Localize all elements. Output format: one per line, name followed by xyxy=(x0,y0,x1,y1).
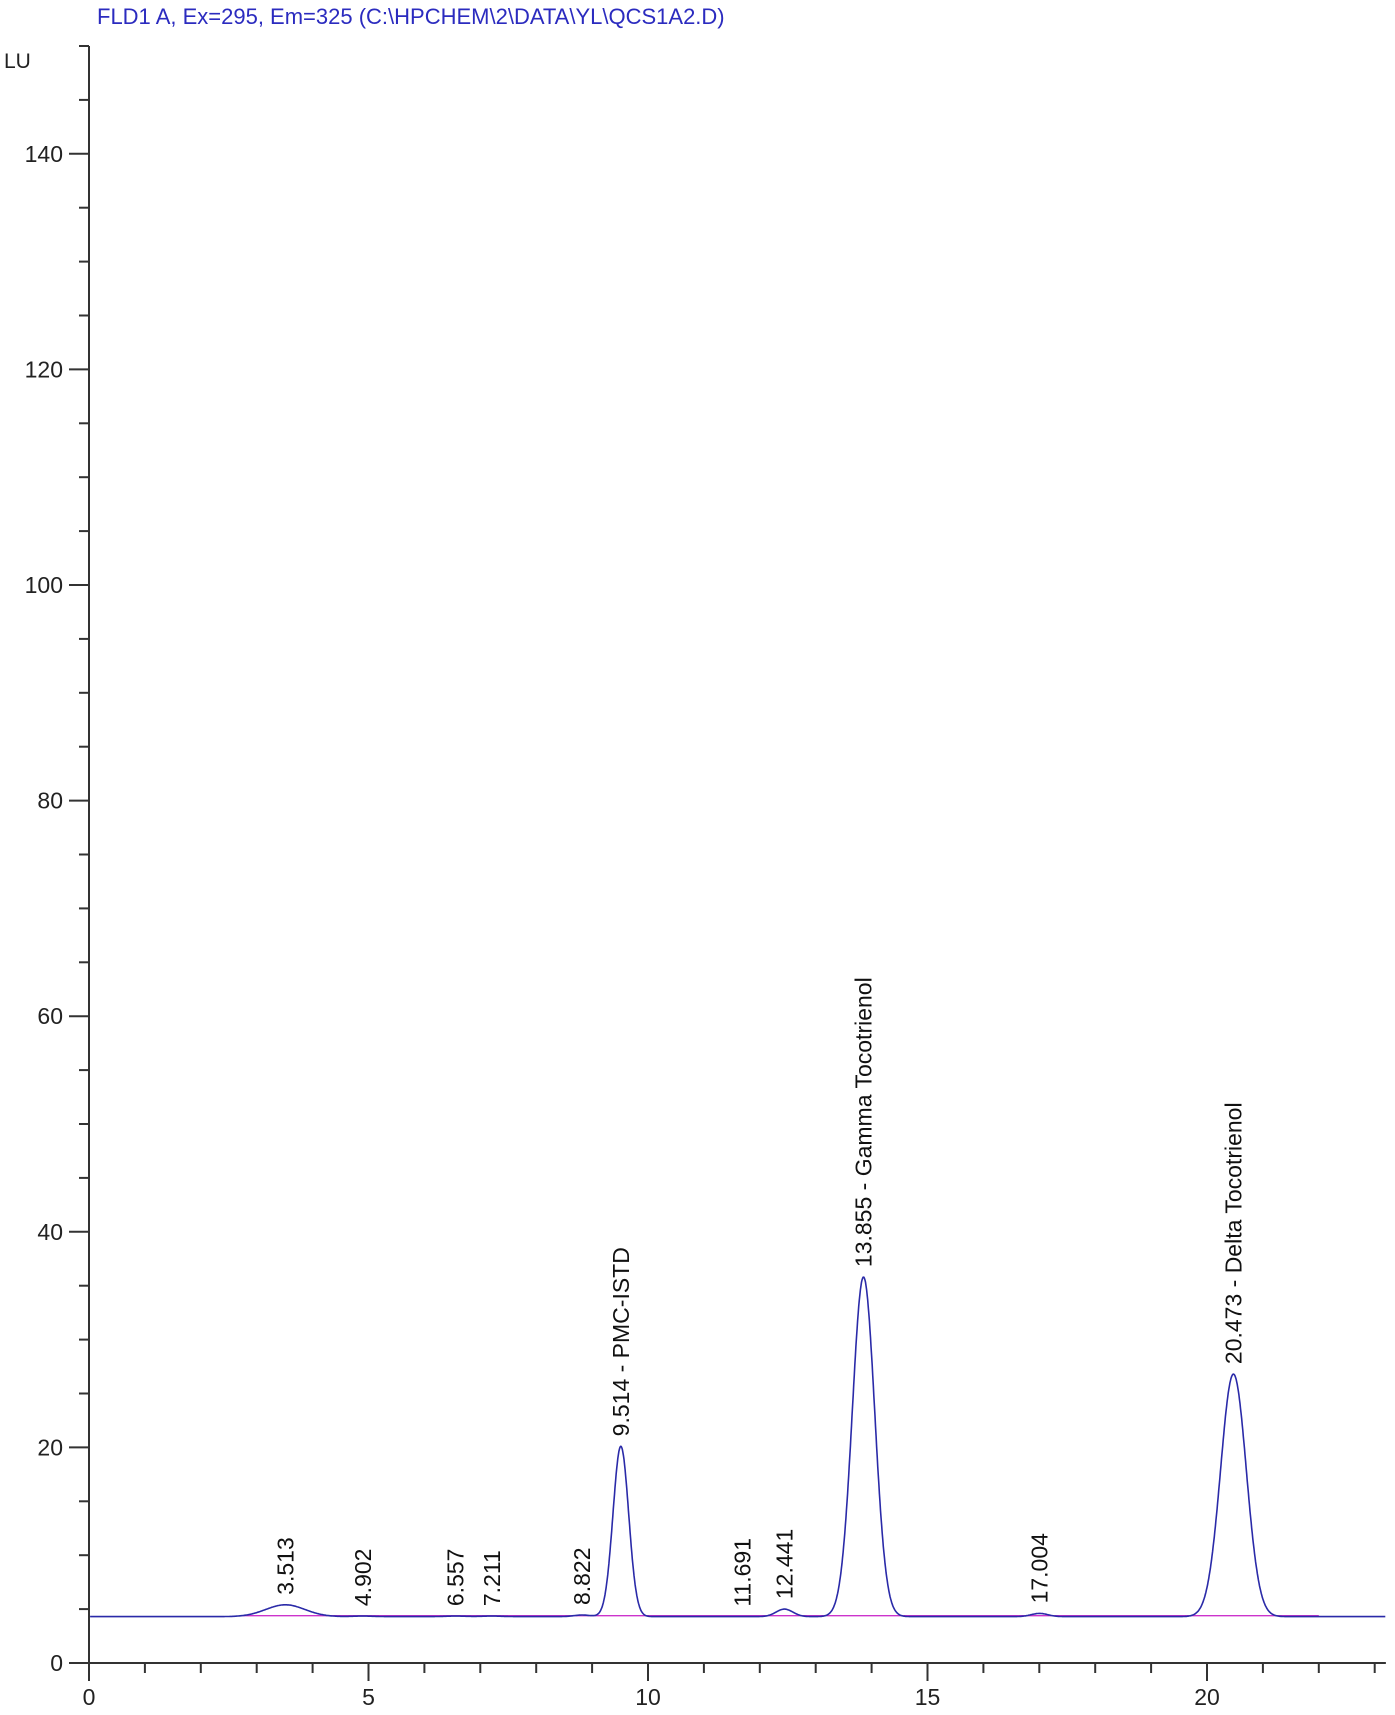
peak-label: 12.441 xyxy=(771,1529,797,1599)
peak-label: 9.514 - PMC-ISTD xyxy=(608,1247,634,1436)
peak-label: 7.211 xyxy=(479,1550,505,1606)
peak-label: 4.902 xyxy=(350,1549,376,1607)
peak-label: 13.855 - Gamma Tocotrienol xyxy=(850,977,876,1267)
y-tick-label: 120 xyxy=(25,356,63,382)
x-tick-label: 5 xyxy=(362,1684,375,1710)
y-tick-label: 0 xyxy=(50,1650,63,1676)
peak-label: 6.557 xyxy=(443,1549,469,1607)
x-tick-label: 20 xyxy=(1194,1684,1220,1710)
y-tick-label: 100 xyxy=(25,572,63,598)
peak-label: 11.691 xyxy=(730,1538,756,1607)
x-tick-label: 15 xyxy=(915,1684,941,1710)
peak-label: 17.004 xyxy=(1027,1533,1053,1604)
y-tick-label: 80 xyxy=(37,788,63,814)
axes: 0 20 40 60 80 100 120 140 0 5 10 15 20 xyxy=(25,45,1386,1710)
peak-label: 8.822 xyxy=(569,1547,595,1605)
y-tick-label: 40 xyxy=(37,1219,63,1245)
y-axis-label: LU xyxy=(4,50,31,73)
peak-label: 20.473 - Delta Tocotrienol xyxy=(1220,1102,1246,1364)
peak-label: 3.513 xyxy=(272,1537,298,1595)
y-tick-label: 140 xyxy=(25,141,63,167)
chart-title: FLD1 A, Ex=295, Em=325 (C:\HPCHEM\2\DATA… xyxy=(97,4,725,29)
y-tick-label: 20 xyxy=(37,1434,63,1460)
signal-trace xyxy=(90,1276,1386,1618)
y-tick-label: 60 xyxy=(37,1003,63,1029)
x-tick-label: 10 xyxy=(635,1684,661,1710)
peak-labels: 3.513 4.902 6.557 7.211 8.822 9.514 - PMC-IST… xyxy=(272,977,1246,1606)
x-tick-label: 0 xyxy=(83,1684,96,1710)
